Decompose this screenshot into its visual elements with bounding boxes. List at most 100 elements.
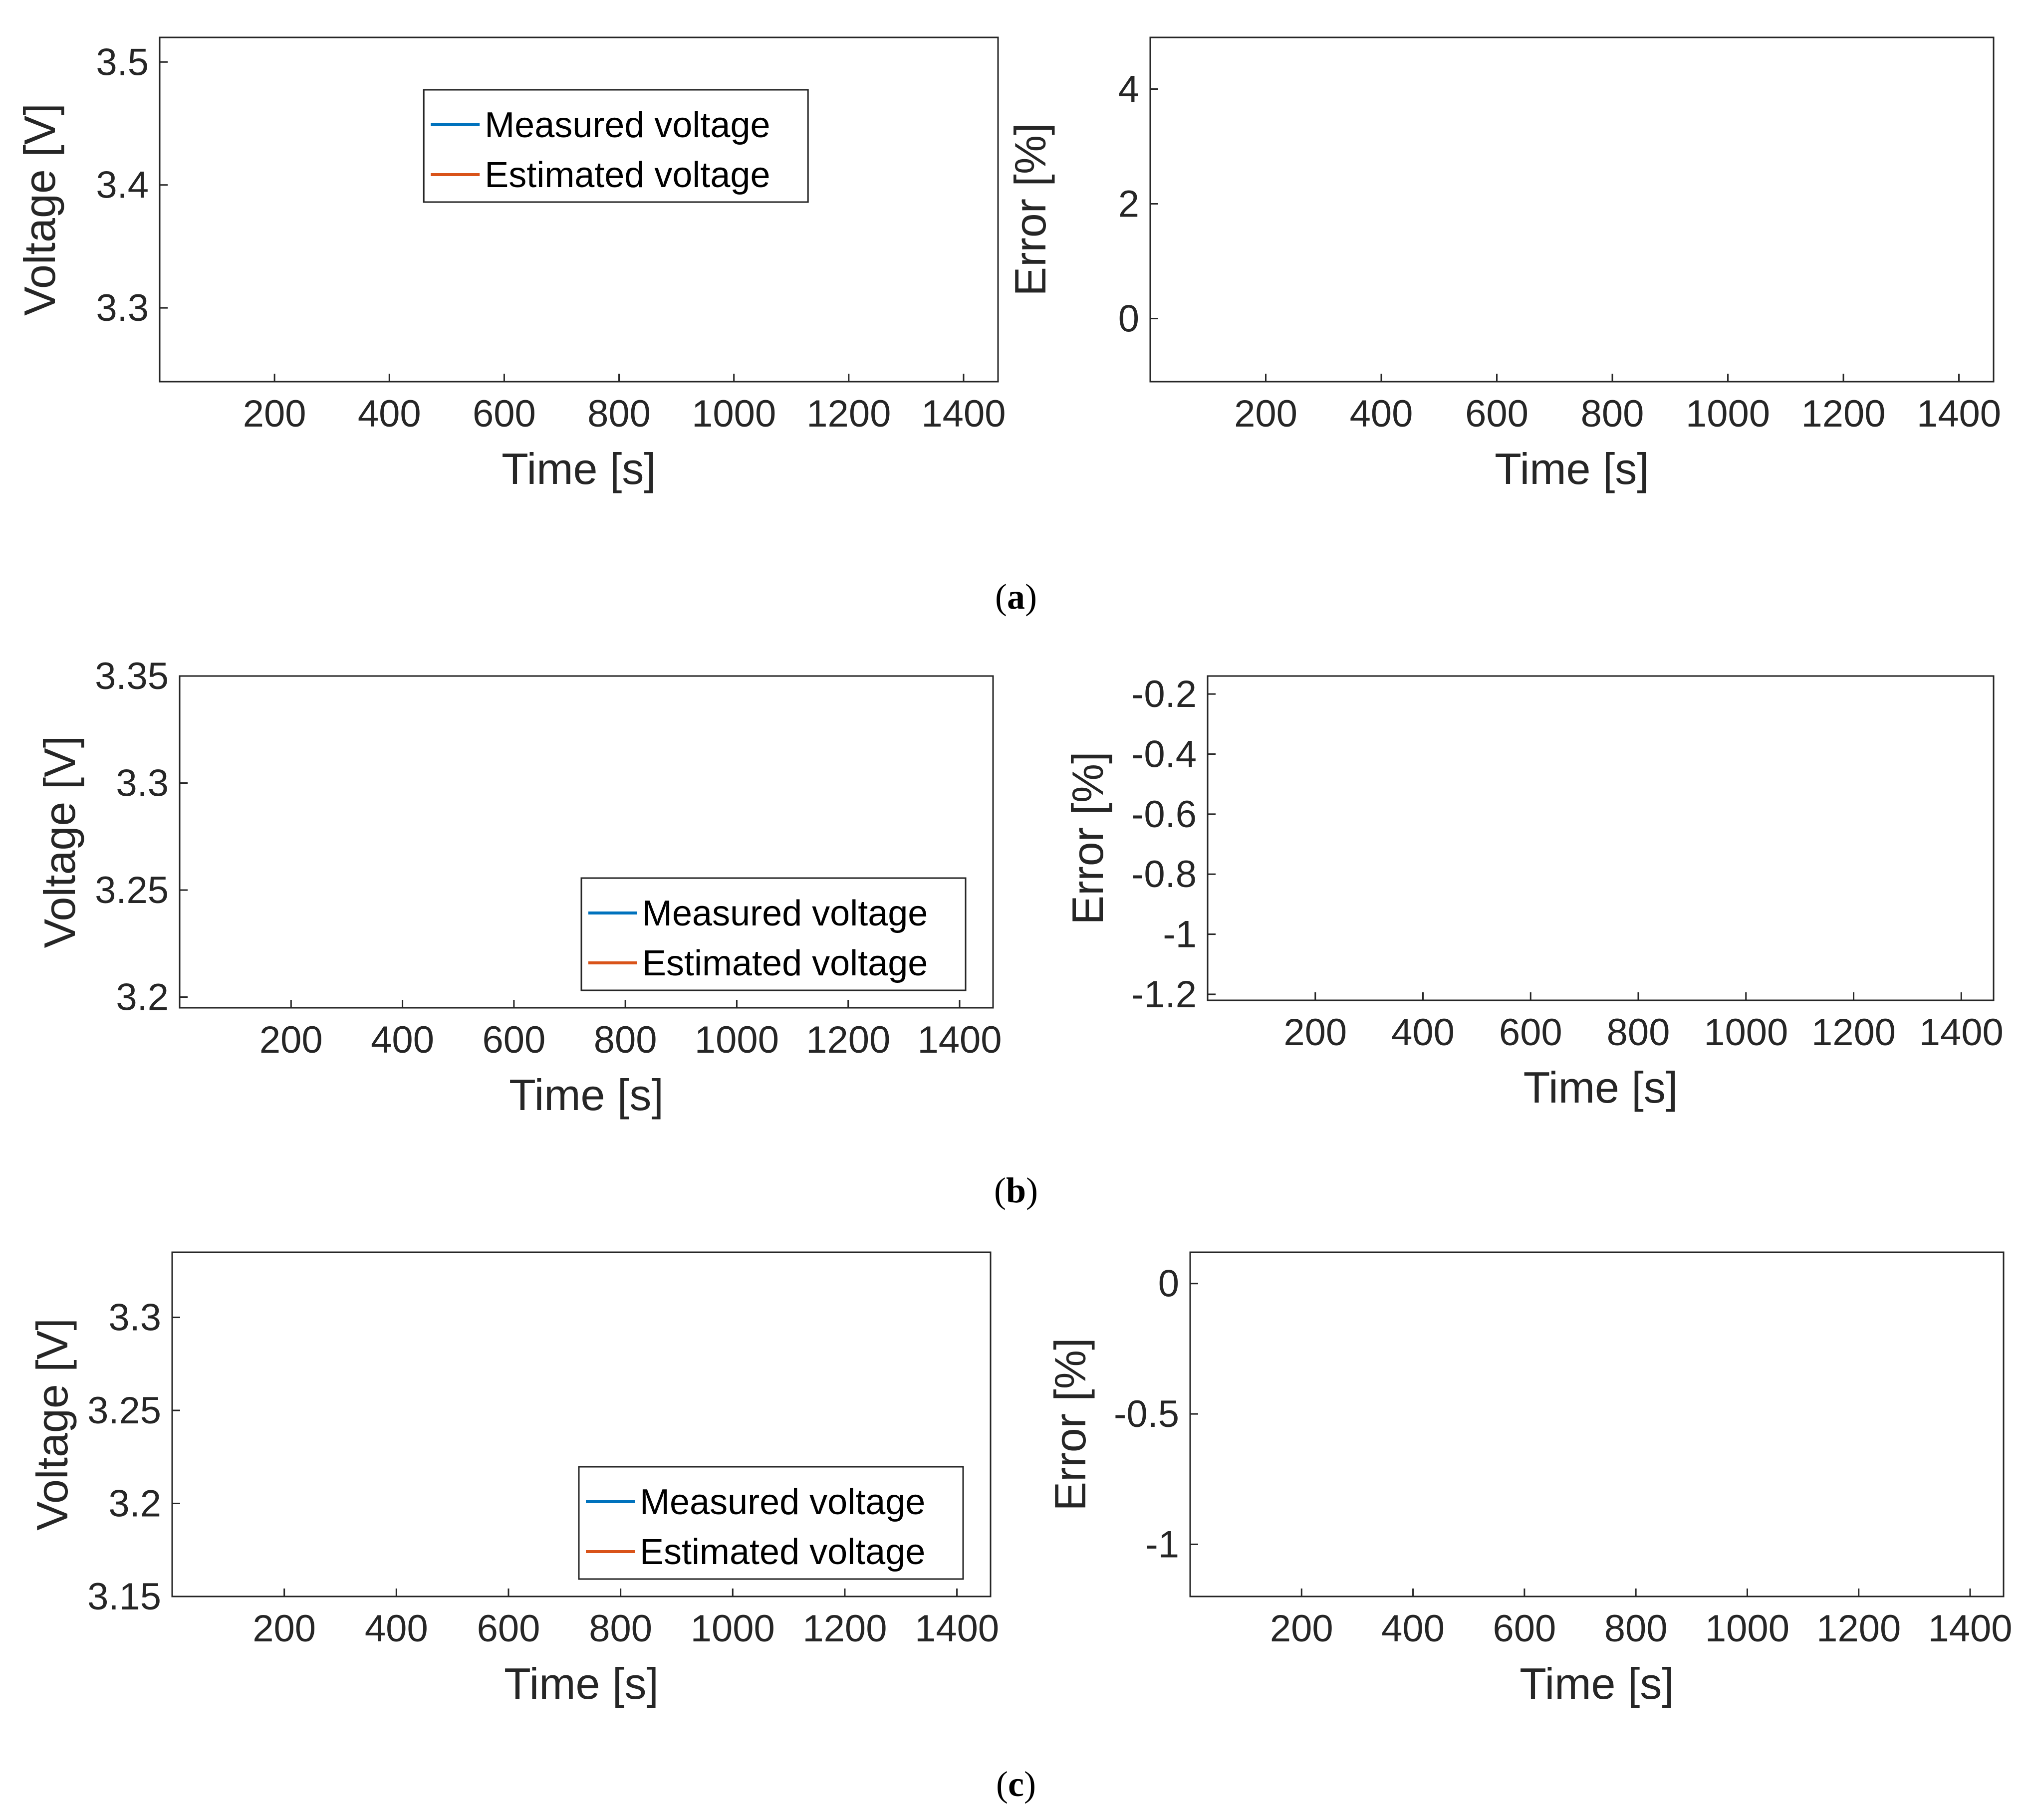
y-tick-label: 3.3	[96, 287, 149, 329]
y-tick-label: -0.8	[1131, 853, 1197, 896]
y-axis-label: Voltage [V]	[15, 103, 64, 316]
x-tick-label: 1400	[917, 1019, 1002, 1061]
x-tick-label: 600	[1499, 1011, 1562, 1054]
x-tick-label: 1200	[1811, 1011, 1896, 1054]
caption-b-open: (	[994, 1170, 1006, 1210]
x-tick-label: 1000	[1686, 393, 1770, 435]
y-tick-label: -0.5	[1114, 1393, 1179, 1435]
y-tick-label: 3.3	[108, 1297, 161, 1339]
x-tick-label: 400	[365, 1607, 428, 1650]
x-tick-label: 800	[594, 1019, 657, 1061]
x-axis-label: Time [s]	[504, 1659, 659, 1708]
legend: Measured voltage Estimated voltage	[580, 877, 967, 991]
x-tick-label: 800	[587, 393, 651, 435]
chart-b-error: 200 400 600 800 1000 1200 1400 -1.2 -1 -0.8 -0.6 -0…	[1063, 673, 2004, 1112]
chart-a-voltage: 200 400 600 800 1000 1200 1400 3.3 3.4 3.5 Time [s…	[15, 36, 1006, 493]
x-tick-label: 600	[1493, 1607, 1556, 1650]
y-tick-label: 3.3	[116, 762, 169, 805]
y-tick-label: 3.25	[95, 869, 169, 911]
x-tick-label: 200	[1270, 1607, 1333, 1650]
x-tick-label: 1000	[695, 1019, 779, 1061]
x-tick-label: 400	[358, 393, 421, 435]
x-tick-label: 800	[1607, 1011, 1670, 1054]
y-tick-label: 3.15	[87, 1576, 161, 1618]
legend-label: Estimated voltage	[642, 943, 928, 983]
x-tick-label: 400	[1391, 1011, 1455, 1054]
y-tick-label: 0	[1158, 1263, 1179, 1305]
chart-c-error: 200 400 600 800 1000 1200 1400 -1 -0.5 0 Time [s] E…	[1045, 1251, 2013, 1708]
x-tick-label: 800	[589, 1607, 652, 1650]
legend-box	[578, 1466, 964, 1580]
caption-c-open: (	[996, 1764, 1008, 1804]
y-tick-label: 3.25	[87, 1389, 161, 1432]
x-tick-label: 1400	[921, 393, 1006, 435]
y-tick-label: -0.4	[1131, 733, 1197, 775]
caption-c-letter: c	[1008, 1764, 1024, 1804]
legend-label: Estimated voltage	[485, 155, 770, 195]
x-axis-label: Time [s]	[1524, 1063, 1678, 1112]
x-tick-label: 1000	[691, 1607, 775, 1650]
caption-a-open: (	[995, 577, 1007, 617]
legend-box	[423, 89, 809, 203]
x-tick-label: 1200	[806, 393, 891, 435]
y-tick-label: -1.2	[1131, 973, 1197, 1016]
chart-a-error: 200 400 600 800 1000 1200 1400 0 2 4 Time [s] Error…	[1006, 36, 2001, 493]
x-tick-label: 800	[1581, 393, 1644, 435]
x-tick-label: 1400	[1928, 1607, 2012, 1650]
caption-a-letter: a	[1007, 577, 1025, 617]
x-tick-label: 200	[1283, 1011, 1347, 1054]
x-tick-label: 1200	[1801, 393, 1886, 435]
y-axis-label: Error [%]	[1063, 751, 1112, 924]
x-tick-label: 1200	[802, 1607, 887, 1650]
chart-b-voltage: 200 400 600 800 1000 1200 1400 3.2 3.25 3.3 3.35 Ti…	[35, 655, 1002, 1120]
chart-c-voltage: 200 400 600 800 1000 1200 1400 3.15 3.2 3.25 3.3 Ti…	[27, 1251, 999, 1708]
y-tick-label: 2	[1118, 183, 1139, 226]
legend: Measured voltage Estimated voltage	[578, 1466, 964, 1580]
x-tick-label: 600	[482, 1019, 545, 1061]
y-tick-label: 3.35	[95, 655, 169, 697]
x-tick-label: 1000	[1704, 1011, 1788, 1054]
y-tick-label: -0.2	[1131, 673, 1197, 715]
x-tick-label: 1200	[806, 1019, 890, 1061]
y-tick-label: -1	[1145, 1523, 1179, 1566]
y-axis-label: Error [%]	[1006, 123, 1055, 296]
x-tick-label: 1000	[1705, 1607, 1789, 1650]
x-axis-label: Time [s]	[1495, 444, 1649, 493]
x-tick-label: 400	[1350, 393, 1413, 435]
x-axis-label: Time [s]	[1520, 1659, 1674, 1708]
axes-frame	[1149, 36, 1995, 383]
legend: Measured voltage Estimated voltage	[423, 89, 809, 203]
caption-b-close: )	[1026, 1170, 1038, 1210]
x-tick-label: 600	[1465, 393, 1528, 435]
y-tick-label: 3.5	[96, 41, 149, 83]
x-tick-label: 1200	[1816, 1607, 1901, 1650]
x-tick-label: 200	[243, 393, 306, 435]
y-tick-label: 3.2	[116, 976, 169, 1019]
x-axis-label: Time [s]	[509, 1070, 664, 1120]
caption-c-close: )	[1024, 1764, 1036, 1804]
y-axis-label: Voltage [V]	[27, 1318, 77, 1531]
y-tick-label: -0.6	[1131, 793, 1197, 836]
x-tick-label: 600	[477, 1607, 540, 1650]
x-tick-label: 200	[253, 1607, 316, 1650]
axes-frame	[1189, 1251, 2005, 1597]
y-tick-label: 3.2	[108, 1483, 161, 1525]
x-tick-label: 600	[473, 393, 536, 435]
x-tick-label: 200	[1234, 393, 1297, 435]
y-tick-label: 0	[1118, 298, 1139, 340]
x-tick-label: 1400	[1917, 393, 2001, 435]
axes-frame	[1207, 675, 1995, 1001]
x-tick-label: 1400	[915, 1607, 999, 1650]
y-axis-label: Error [%]	[1045, 1338, 1095, 1511]
y-tick-label: 3.4	[96, 164, 149, 207]
legend-label: Measured voltage	[640, 1482, 925, 1522]
legend-label: Estimated voltage	[640, 1532, 925, 1572]
caption-b: (b)	[994, 1170, 1038, 1210]
y-axis-label: Voltage [V]	[35, 736, 84, 948]
legend-label: Measured voltage	[485, 105, 770, 145]
x-tick-label: 200	[259, 1019, 323, 1061]
x-tick-label: 1000	[692, 393, 776, 435]
caption-a: (a)	[995, 577, 1037, 617]
